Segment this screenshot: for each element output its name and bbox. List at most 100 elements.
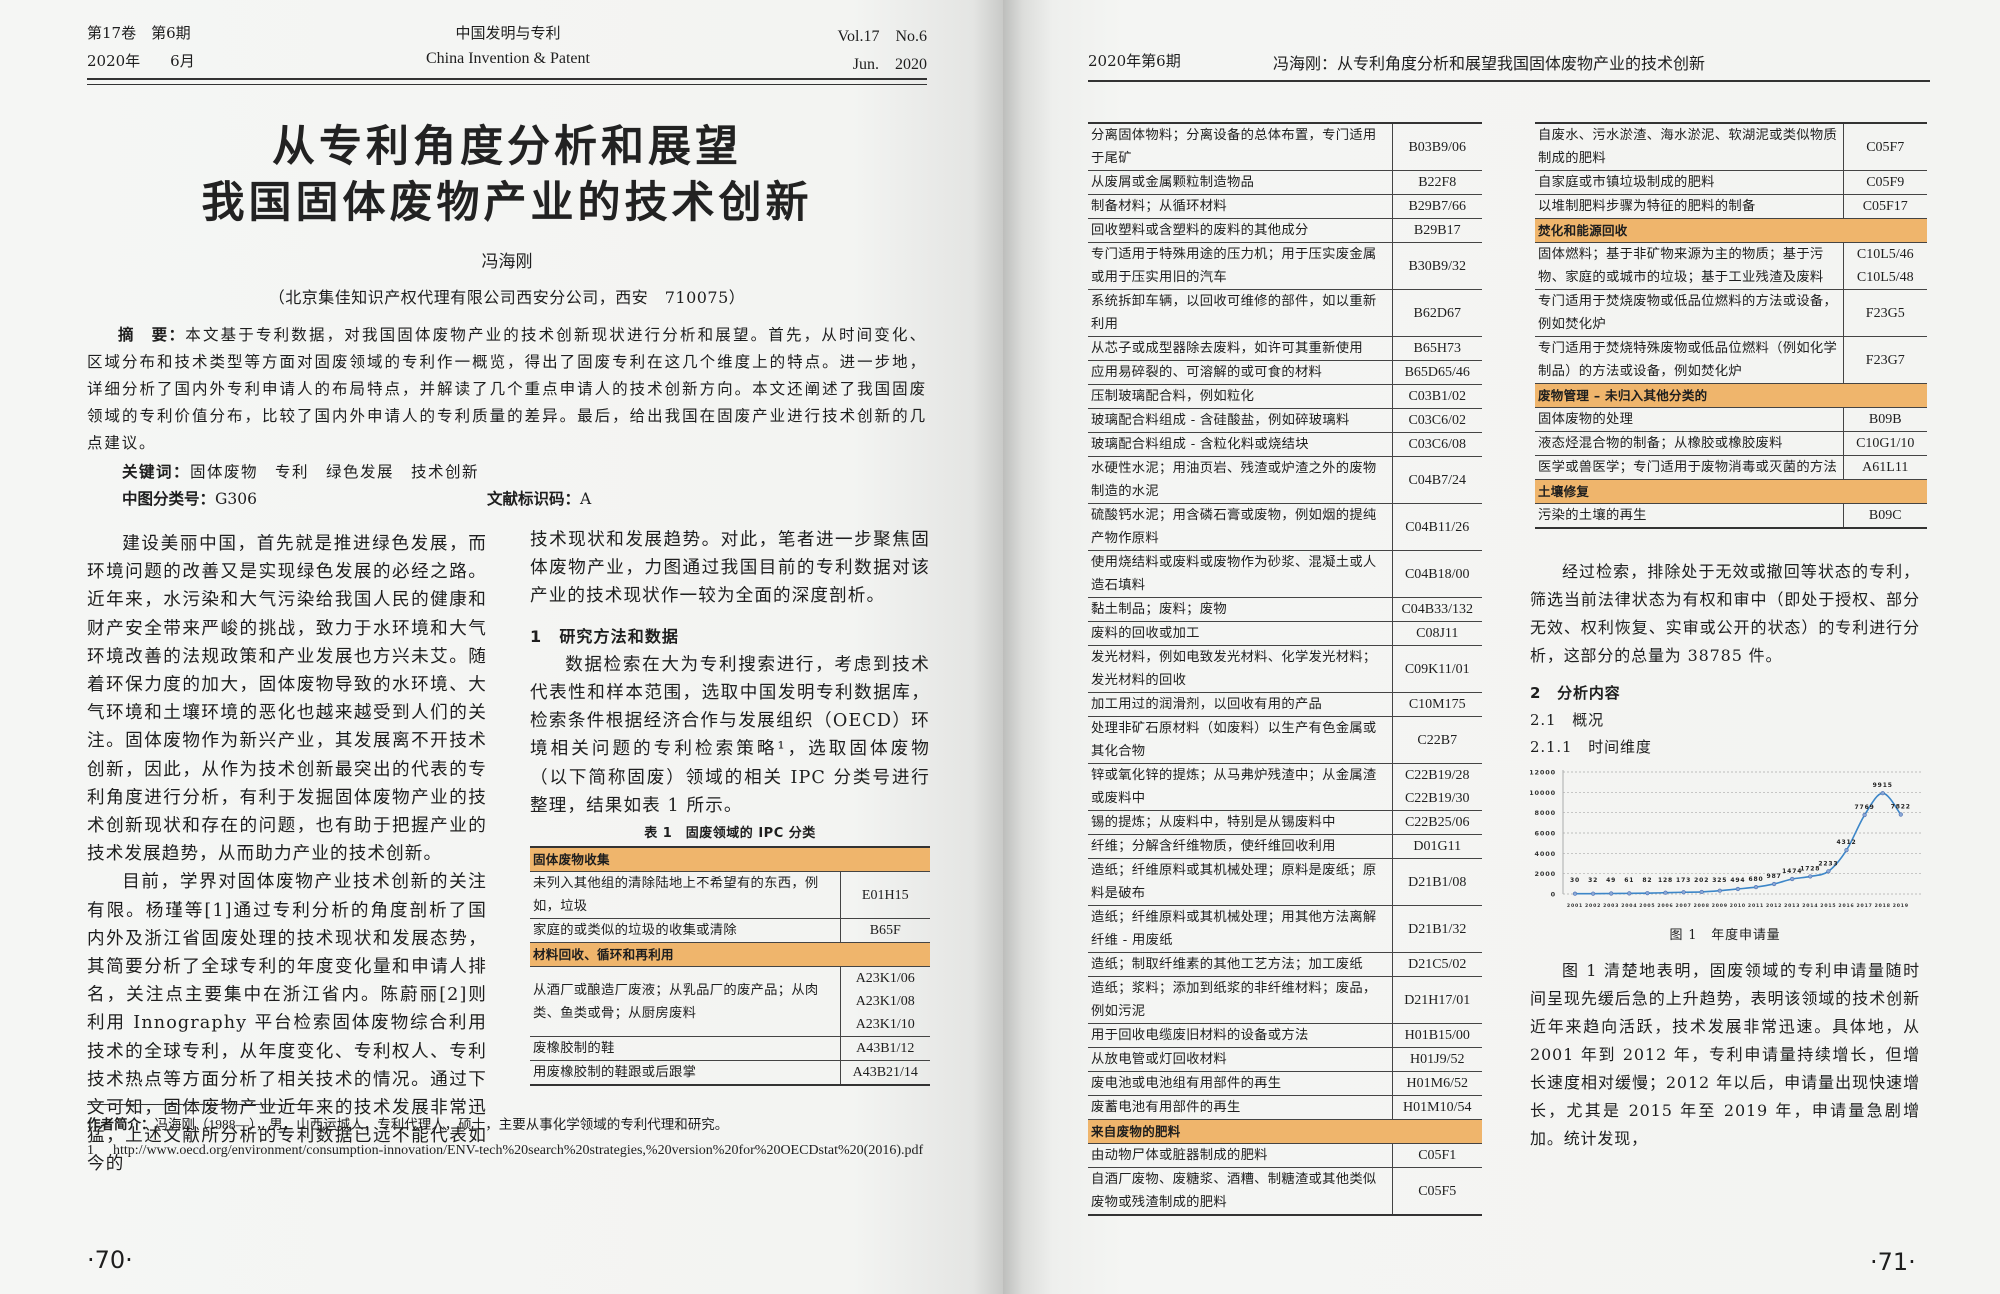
doc-code-label: 文献标识码： <box>487 490 581 508</box>
page-number: ·70· <box>87 1246 133 1274</box>
page-number: ·71· <box>1870 1248 1916 1276</box>
table-row: 造纸；纤维原料或其机械处理；原料是废纸；原料是破布 D21B1/08 <box>1088 858 1482 906</box>
ipc-description: 专门适用于焚烧废物或低品位燃料的方法或设备，例如焚化炉 <box>1535 289 1843 337</box>
ipc-description: 造纸；浆料；添加到纸浆的非纤维材料；废品，例如污泥 <box>1088 976 1392 1024</box>
data-label: 987 <box>1767 873 1782 880</box>
ipc-code: A43B21/14 <box>852 1065 918 1081</box>
x-tick-label: 2013 <box>1784 903 1800 909</box>
ipc-description: 医学或兽医学；专门适用于废物消毒或灭菌的方法 <box>1535 455 1843 480</box>
data-point <box>1735 886 1740 892</box>
ipc-codes: B29B17 <box>1391 218 1482 243</box>
ipc-codes: F23G7 <box>1842 336 1927 384</box>
data-label: 32 <box>1588 877 1598 884</box>
header-rule <box>1088 80 1930 82</box>
ipc-code: D01G11 <box>1413 839 1462 854</box>
section-heading-2-1: 2.1 概况 <box>1530 711 1604 729</box>
table-row: 分离固体物料；分离设备的总体布置，专门适用于尾矿 B03B9/06 <box>1088 122 1482 171</box>
group-label: 焚化和能源回收 <box>1535 218 1927 243</box>
annual-applications-chart: 0 2000 4000 6000 8000 10000 12000 30 2001 32 2002 4… <box>1530 769 1922 909</box>
ipc-description: 以堆制肥料步骤为特征的肥料的制备 <box>1535 194 1843 219</box>
abstract-label: 摘 要： <box>118 326 186 344</box>
author-bio-text: 冯海刚（1988—），男，山西运城人，专利代理人，硕士，主要从事化学领域的专利代… <box>154 1117 729 1132</box>
table-row: 硫酸钙水泥；用含磷石膏或废物，例如烟的提纯产物作原料 C04B11/26 <box>1088 503 1482 551</box>
table-row: 专门适用于特殊用途的压力机；用于压实废金属或用于压实用旧的汽车 B30B9/32 <box>1088 242 1482 290</box>
ipc-code: C05F7 <box>1866 139 1905 155</box>
clc-number: 中图分类号：G306 <box>122 490 257 508</box>
column-1: 建设美丽中国，首先就是推进绿色发展，而环境问题的改善又是实现绿色发展的必经之路。… <box>87 530 487 1179</box>
y-tick-label: 2000 <box>1535 870 1557 878</box>
ipc-code: B29B17 <box>1413 223 1461 238</box>
ipc-codes: C10M175 <box>1391 692 1482 717</box>
ipc-code: C22B19/28 <box>1404 768 1470 783</box>
y-tick-label: 4000 <box>1535 850 1557 858</box>
x-tick-label: 2008 <box>1694 903 1710 909</box>
ipc-description: 压制玻璃配合料，例如粒化 <box>1088 384 1392 409</box>
ipc-code: C08J11 <box>1416 626 1459 641</box>
ipc-code: C22B19/30 <box>1404 791 1470 806</box>
ipc-description: 硫酸钙水泥；用含磷石膏或废物，例如烟的提纯产物作原料 <box>1088 503 1392 551</box>
x-tick-label: 2003 <box>1603 903 1619 909</box>
ipc-code: D21C5/02 <box>1408 957 1467 972</box>
table-row: 用废橡胶制的鞋跟或后跟掌 A43B21/14 <box>530 1060 930 1087</box>
table-row: 锌或氧化锌的提炼；从马弗炉残渣中；从金属渣或废料中 C22B19/28 C22B19… <box>1088 763 1482 811</box>
ipc-codes: D21C5/02 <box>1391 952 1482 977</box>
ipc-code: H01J9/52 <box>1410 1052 1465 1067</box>
ipc-description: 锡的提炼；从废料中，特别是从锡废料中 <box>1088 810 1392 835</box>
right-column-body: 经过检索，排除处于无效或撤回等状态的专利，筛选当前法律状态为有权和审中（即处于授… <box>1530 558 1922 1153</box>
paragraph-search-result: 经过检索，排除处于无效或撤回等状态的专利，筛选当前法律状态为有权和审中（即处于授… <box>1530 562 1920 665</box>
ipc-description: 制备材料；从循环材料 <box>1088 194 1392 219</box>
data-point <box>1699 889 1704 895</box>
ipc-table-continued-a: 分离固体物料；分离设备的总体布置，专门适用于尾矿 B03B9/06 从废屑或金属颗粒… <box>1088 122 1482 1216</box>
ipc-description: 锌或氧化锌的提炼；从马弗炉残渣中；从金属渣或废料中 <box>1088 763 1392 811</box>
x-tick-label: 2009 <box>1712 903 1728 909</box>
classification-line: 中图分类号：G306 文献标识码：A <box>87 486 927 513</box>
data-label: 82 <box>1642 877 1652 884</box>
x-tick-label: 2006 <box>1657 903 1673 909</box>
footnotes: 作者简介：冯海刚（1988—），男，山西运城人，专利代理人，硕士，主要从事化学领… <box>87 1112 933 1163</box>
ipc-description: 废橡胶制的鞋 <box>530 1036 840 1062</box>
ipc-code: H01M10/54 <box>1403 1100 1472 1115</box>
ipc-codes: C04B11/26 <box>1391 503 1482 551</box>
ipc-description: 污染的土壤的再生 <box>1535 503 1843 529</box>
ipc-codes: H01J9/52 <box>1391 1047 1482 1072</box>
data-label: 7769 <box>1855 804 1875 811</box>
table-row: 废料的回收或加工 C08J11 <box>1088 621 1482 646</box>
ipc-code: B22F8 <box>1418 175 1457 190</box>
ipc-code: C03C6/02 <box>1408 413 1467 428</box>
right-page: 2020年第6期 冯海刚：从专利角度分析和展望我国固体废物产业的技术创新 分离固… <box>1003 0 2000 1294</box>
table-row: 废蓄电池有用部件的再生 H01M10/54 <box>1088 1095 1482 1120</box>
data-point <box>1790 876 1795 882</box>
ipc-code: D21B1/32 <box>1408 921 1467 937</box>
ipc-description: 处理非矿石原材料（如废料）以生产有色金属或其化合物 <box>1088 716 1392 764</box>
article-title-line1: 从专利角度分析和展望 <box>272 122 742 172</box>
clc-label: 中图分类号： <box>122 490 216 508</box>
ipc-table-1: 固体废物收集 未列入其他组的清除陆地上不希望有的东西，例如，垃圾 E01H15 家庭的… <box>530 846 930 1087</box>
ipc-description: 使用烧结料或废料或废物作为砂浆、混凝土或人造石填料 <box>1088 550 1392 598</box>
ipc-description: 自废水、污水淤渣、海水淤泥、软湖泥或类似物质制成的肥料 <box>1535 122 1843 171</box>
table-group-header: 材料回收、循环和再利用 <box>530 942 930 968</box>
ipc-code: E01H15 <box>861 887 909 903</box>
y-tick-label: 12000 <box>1530 769 1556 777</box>
table-group-header: 固体废物收集 <box>530 846 930 873</box>
ipc-code: C04B18/00 <box>1404 566 1470 582</box>
table-row: 专门适用于焚烧废物或低品位燃料的方法或设备，例如焚化炉 F23G5 <box>1535 289 1927 337</box>
header-running-title: 冯海刚：从专利角度分析和展望我国固体废物产业的技术创新 <box>1273 54 1706 73</box>
ipc-description: 从废屑或金属颗粒制造物品 <box>1088 170 1392 195</box>
data-point <box>1808 874 1813 879</box>
table-row: 固体燃料；基于非矿物来源为主的物质；基于污物、家庭的或城市的垃圾；基于工业残渣及… <box>1535 242 1927 290</box>
ipc-description: 造纸；制取纤维素的其他工艺方法；加工废纸 <box>1088 952 1392 977</box>
ipc-description: 从芯子或成型器除去废料，如许可其重新使用 <box>1088 336 1392 361</box>
ipc-description: 水硬性水泥；用油页岩、残渣或炉渣之外的废物制造的水泥 <box>1088 456 1392 504</box>
data-label: 61 <box>1624 877 1634 884</box>
ipc-codes: C05F1 <box>1391 1143 1482 1168</box>
table-row: 专门适用于焚烧特殊废物或低品位燃料（例如化学制品）的方法或设备，例如焚化炉 F23… <box>1535 336 1927 384</box>
ipc-description: 用于回收电缆废旧材料的设备或方法 <box>1088 1023 1392 1048</box>
table-row: 以堆制肥料步骤为特征的肥料的制备 C05F17 <box>1535 194 1927 219</box>
ipc-code: D21B1/08 <box>1408 874 1467 890</box>
table-row: 废电池或电池组有用部件的再生 H01M6/52 <box>1088 1071 1482 1096</box>
table-row: 水硬性水泥；用油页岩、残渣或炉渣之外的废物制造的水泥 C04B7/24 <box>1088 456 1482 504</box>
table-row: 自废水、污水淤渣、海水淤泥、软湖泥或类似物质制成的肥料 C05F7 <box>1535 122 1927 171</box>
x-tick-label: 2001 <box>1567 903 1583 909</box>
footnote-url[interactable]: http://www.oecd.org/environment/consumpt… <box>113 1143 924 1158</box>
table-row: 由动物尸体或脏器制成的肥料 C05F1 <box>1088 1143 1482 1168</box>
